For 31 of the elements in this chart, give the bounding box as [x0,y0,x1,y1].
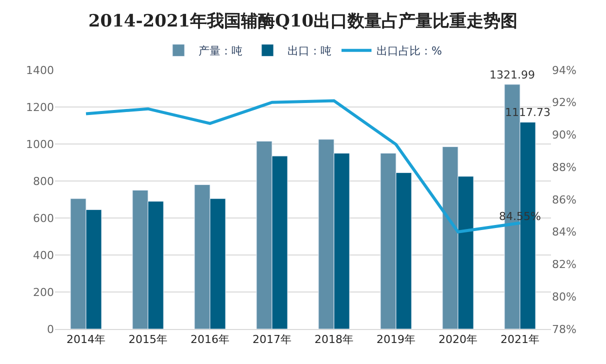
x-tick-label: 2020年 [438,333,478,346]
y-tick-label: 1200 [26,100,54,114]
y-tick-label: 1000 [26,138,54,151]
y-tick-label: 200 [33,286,54,299]
x-tick-label: 2016年 [190,333,230,346]
y-tick-label: 600 [33,212,54,225]
y-tick-label: 800 [33,174,54,188]
x-tick-label: 2021年 [500,333,540,346]
y-tick-label: 0 [47,322,54,336]
legend-label: 出口占比：% [376,44,442,58]
y2-tick-label: 86% [552,193,576,206]
y2-tick-label: 84% [552,226,576,239]
y2-tick-label: 82% [552,258,576,272]
legend-label: 出口：吨 [288,44,332,58]
y-tick-label: 400 [33,248,54,262]
y2-tick-label: 92% [552,96,576,110]
legend-label: 产量：吨 [198,44,242,58]
x-tick-label: 2017年 [252,333,292,346]
data-label: 84.55% [499,210,541,224]
y2-tick-label: 94% [552,64,576,77]
x-tick-label: 2014年 [66,333,106,346]
y2-tick-label: 80% [552,290,576,304]
x-tick-label: 2019年 [376,333,416,346]
y2-tick-label: 90% [552,128,576,142]
y2-tick-label: 88% [552,160,576,174]
x-tick-label: 2018年 [314,333,354,346]
chart-title: 2014-2021年我国辅酶Q10出口数量占产量比重走势图 [88,11,518,32]
x-tick-label: 2015年 [128,333,168,346]
y-tick-label: 1400 [26,64,54,77]
data-label: 1321.99 [490,68,535,82]
y2-tick-label: 78% [552,322,576,336]
